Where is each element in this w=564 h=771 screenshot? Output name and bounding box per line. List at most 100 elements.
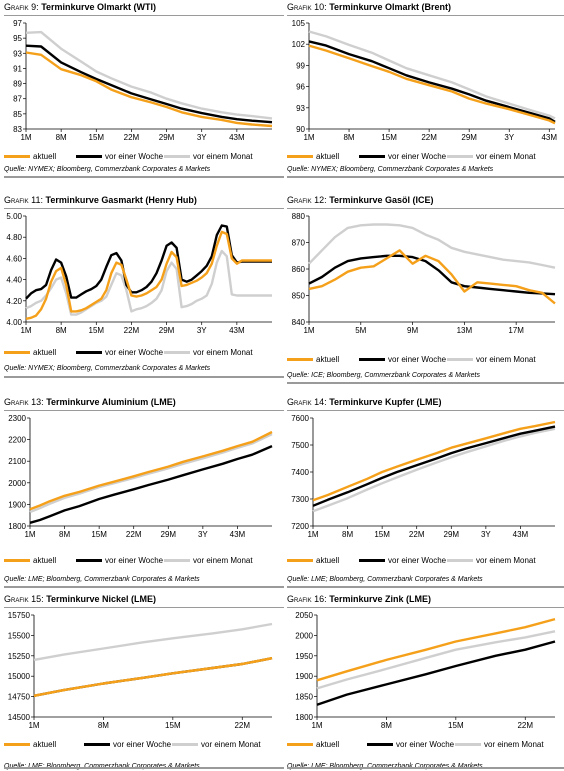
y-tick-label: 15250 — [8, 652, 31, 661]
legend-swatch — [359, 357, 385, 361]
x-tick-label: 1M — [303, 133, 314, 142]
y-tick-label: 2200 — [8, 436, 26, 445]
line-chart: 14500 14750 15000 15250 15500 15750 1M 8M 15M 22M — [8, 611, 273, 730]
y-tick-label: 91 — [13, 64, 22, 73]
series-line-monat — [312, 427, 556, 513]
legend-label: vor einem Monat — [484, 739, 544, 749]
legend-swatch — [4, 154, 30, 158]
source-note: Quelle: NYMEX; Bloomberg, Commerzbank Co… — [287, 166, 494, 173]
title-rule — [287, 208, 564, 209]
bottom-rule — [287, 176, 564, 178]
x-tick-label: 29M — [159, 133, 175, 142]
y-tick-label: 93 — [13, 49, 22, 58]
x-tick-label: 22M — [124, 133, 140, 142]
legend-item-monat: vor einem Monat — [447, 353, 536, 365]
y-tick-label: 850 — [292, 292, 306, 301]
legend: aktuell vor einer Woche vor einem Monat — [287, 554, 564, 566]
legend-swatch — [164, 350, 190, 354]
y-tick-label: 102 — [292, 40, 306, 49]
y-tick-label: 840 — [292, 318, 306, 327]
chart-title: Grafik 12: Terminkurve Gasöl (ICE) — [287, 193, 564, 207]
x-tick-label: 15M — [165, 721, 181, 730]
legend: aktuell vor einer Woche vor einem Monat — [4, 346, 284, 358]
chart-title: Grafik 10: Terminkurve Olmarkt (Brent) — [287, 0, 564, 14]
series-line-aktuell — [25, 51, 273, 128]
legend: aktuell vor einer Woche vor einem Monat — [287, 150, 564, 162]
legend-item-woche: vor einer Woche — [76, 346, 163, 358]
x-tick-label: 43M — [541, 133, 557, 142]
chart-title-text: Terminkurve Zink (LME) — [329, 594, 432, 604]
series-line-monat — [25, 249, 272, 316]
chart-number: Grafik 10: — [287, 2, 330, 12]
series-line-woche — [312, 425, 556, 507]
x-tick-label: 1M — [20, 133, 31, 142]
chart-number: Grafik 12: — [287, 195, 330, 205]
x-tick-label: 17M — [508, 326, 524, 335]
chart-title: Grafik 14: Terminkurve Kupfer (LME) — [287, 395, 564, 409]
bottom-rule — [4, 376, 284, 378]
bottom-rule — [287, 586, 564, 588]
legend-item-aktuell: aktuell — [287, 353, 339, 365]
legend-item-aktuell: aktuell — [4, 738, 56, 750]
x-tick-label: 15M — [448, 721, 464, 730]
legend-label: vor einem Monat — [476, 354, 536, 364]
y-tick-label: 85 — [13, 110, 22, 119]
x-tick-label: 8M — [59, 530, 70, 539]
legend-label: aktuell — [316, 151, 340, 161]
legend-item-monat: vor einem Monat — [164, 554, 253, 566]
title-rule — [4, 607, 284, 608]
y-tick-label: 1850 — [295, 693, 313, 702]
legend-label: aktuell — [33, 347, 57, 357]
y-tick-label: 14500 — [8, 713, 31, 722]
legend-swatch — [164, 558, 190, 562]
x-tick-label: 8M — [381, 721, 392, 730]
legend-label: vor einer Woche — [388, 354, 447, 364]
series-line-monat — [316, 630, 556, 690]
series-line-woche — [308, 254, 556, 296]
bottom-rule — [4, 586, 284, 588]
source-note: Quelle: NYMEX; Bloomberg, Commerzbank Co… — [4, 166, 211, 173]
legend-item-monat: vor einem Monat — [164, 346, 253, 358]
legend: aktuell vor einer Woche vor einem Monat — [287, 738, 564, 750]
series-line-aktuell — [33, 657, 273, 697]
legend-label: aktuell — [316, 555, 340, 565]
x-tick-label: 3Y — [504, 133, 514, 142]
y-tick-label: 4.60 — [6, 254, 22, 263]
series-line-monat — [25, 30, 273, 120]
legend-swatch — [76, 350, 102, 354]
x-tick-label: 1M — [307, 530, 318, 539]
y-tick-label: 7200 — [291, 522, 309, 531]
chart-title: Grafik 16: Terminkurve Zink (LME) — [287, 592, 564, 606]
x-tick-label: 15M — [91, 530, 107, 539]
x-tick-label: 1M — [303, 326, 314, 335]
series-line-woche — [316, 640, 556, 706]
chart-title-text: Terminkurve Olmarkt (WTI) — [41, 2, 157, 12]
legend-item-monat: vor einem Monat — [447, 554, 536, 566]
y-tick-label: 1900 — [8, 500, 26, 509]
y-tick-label: 870 — [292, 239, 306, 248]
series-line-woche — [25, 44, 273, 124]
legend-label: aktuell — [316, 739, 340, 749]
legend-swatch — [4, 558, 30, 562]
legend-item-aktuell: aktuell — [287, 738, 339, 750]
legend-swatch — [359, 558, 385, 562]
y-tick-label: 1900 — [295, 672, 313, 681]
series-line-monat — [29, 433, 273, 514]
x-tick-label: 15M — [374, 530, 390, 539]
x-tick-label: 29M — [461, 133, 477, 142]
x-tick-label: 22M — [126, 530, 142, 539]
source-note: Quelle: LME; Bloomberg, Commerzbank Corp… — [4, 576, 200, 583]
legend-label: vor einem Monat — [193, 347, 253, 357]
x-tick-label: 1M — [28, 721, 39, 730]
chart-number: Grafik 9: — [4, 2, 42, 12]
title-rule — [287, 15, 564, 16]
legend-swatch — [447, 357, 473, 361]
y-tick-label: 2000 — [295, 631, 313, 640]
title-rule — [287, 607, 564, 608]
chart-title-text: Terminkurve Gasmarkt (Henry Hub) — [45, 195, 197, 205]
legend-swatch — [359, 154, 385, 158]
legend-item-aktuell: aktuell — [287, 554, 339, 566]
chart-panel-5: Grafik 13: Terminkurve Aluminium (LME) 18… — [4, 395, 284, 590]
chart-panel-6: Grafik 14: Terminkurve Kupfer (LME) 7200 7… — [287, 395, 564, 590]
y-tick-label: 2050 — [295, 611, 313, 620]
